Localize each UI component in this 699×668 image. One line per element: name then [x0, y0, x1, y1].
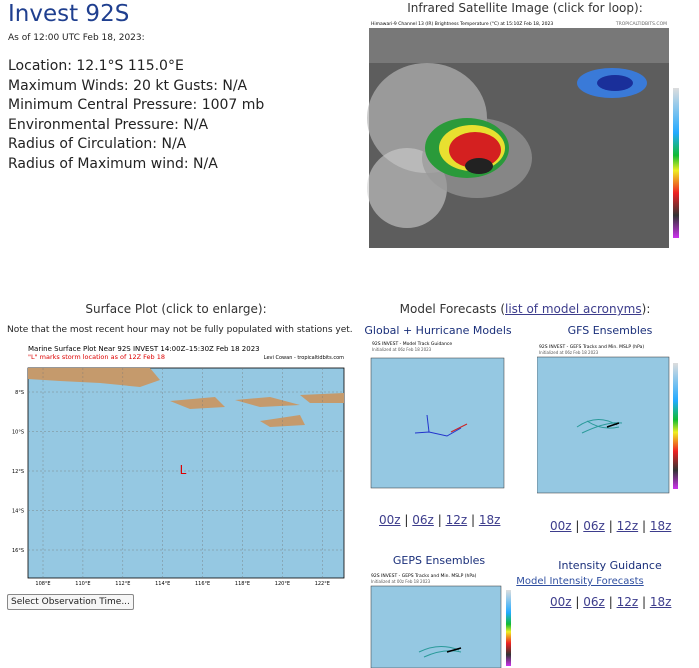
separator: | — [470, 513, 476, 527]
panel-title: GEPS Ensembles — [392, 554, 486, 567]
image-subtitle: Initialized at 06z Feb 18 2023 — [539, 350, 599, 355]
page-title: Invest 92S — [8, 1, 130, 27]
acronyms-link[interactable]: list of model acronyms — [505, 302, 642, 316]
lat-label: 14°S — [12, 509, 24, 515]
lon-label: 120°E — [275, 581, 290, 587]
run-link[interactable]: 12z — [616, 519, 639, 533]
lon-label: 112°E — [115, 581, 130, 587]
lon-label: 108°E — [35, 581, 50, 587]
run-link[interactable]: 06z — [583, 595, 605, 609]
run-link[interactable]: 12z — [445, 513, 468, 527]
satellite-image-title: Himawari-9 Channel 13 (IR) Brightness Te… — [371, 21, 553, 27]
run-link[interactable]: 12z — [616, 595, 639, 609]
image-subtitle: Initialized at 00z Feb 18 2023 — [371, 579, 431, 584]
global-image[interactable]: 92S INVEST - Model Track Guidance Initia… — [369, 340, 506, 498]
map-title: Marine Surface Plot Near 92S INVEST 14:0… — [28, 345, 260, 353]
lat-label: 10°S — [12, 430, 24, 436]
intensity-link-wrap: Model Intensity Forecasts — [516, 576, 643, 587]
heading-text: Model Forecasts ( — [399, 302, 506, 316]
surface-note: Note that the most recent hour may not b… — [7, 325, 353, 335]
lon-label: 114°E — [155, 581, 170, 587]
lon-label: 116°E — [195, 581, 210, 587]
separator: | — [641, 519, 647, 533]
info-line: Maximum Winds: 20 kt Gusts: N/A — [8, 78, 248, 94]
image-title: 92S INVEST - Model Track Guidance — [372, 341, 452, 347]
info-line: Radius of Maximum wind: N/A — [8, 156, 218, 172]
panel-title: GFS Ensembles — [567, 324, 653, 337]
separator: | — [575, 595, 580, 609]
info-line: Minimum Central Pressure: 1007 mb — [8, 97, 265, 113]
separator: | — [575, 519, 580, 533]
observation-select[interactable]: Select Observation Time... — [7, 594, 134, 610]
info-line: Environmental Pressure: N/A — [8, 117, 209, 133]
geps-image[interactable]: 92S INVEST - GEPS Tracks and Min. MSLP (… — [369, 572, 516, 668]
run-link[interactable]: 00z — [550, 595, 572, 609]
lon-label: 118°E — [235, 581, 250, 587]
link-row: 00z | 06z | 12z | 18z — [550, 519, 671, 533]
map-subtitle: "L" marks storm location as of 12Z Feb 1… — [28, 353, 165, 361]
storm-marker: L — [180, 463, 187, 477]
models-heading: Model Forecasts (list of model acronyms)… — [400, 302, 651, 316]
surface-heading: Surface Plot (click to enlarge): — [85, 302, 267, 316]
link-row: 00z | 06z | 12z | 18z — [550, 595, 671, 609]
satellite-heading: Infrared Satellite Image (click for loop… — [407, 1, 643, 15]
heading-text: ): — [641, 302, 651, 316]
run-link[interactable]: 18z — [649, 595, 672, 609]
separator: | — [608, 595, 613, 609]
separator: | — [404, 513, 409, 527]
run-link[interactable]: 00z — [550, 519, 572, 533]
panel-title: Global + Hurricane Models — [364, 324, 512, 337]
satellite-credit: TROPICALTIDBITS.COM — [615, 21, 667, 27]
intensity-link[interactable]: Model Intensity Forecasts — [516, 576, 644, 587]
lon-label: 122°E — [315, 581, 330, 587]
run-link[interactable]: 06z — [583, 519, 605, 533]
image-subtitle: Initialized at 06z Feb 18 2023 — [372, 347, 432, 352]
lat-label: 16°S — [12, 548, 24, 554]
image-title: 92S INVEST - GEFS Tracks and Min. MSLP (… — [539, 344, 644, 350]
panel-title: Intensity Guidance — [558, 559, 662, 572]
run-link[interactable]: 06z — [412, 513, 434, 527]
separator: | — [608, 519, 613, 533]
lon-label: 110°E — [75, 581, 90, 587]
map-credit: Levi Cowan - tropicaltidbits.com — [264, 355, 344, 361]
info-line: Radius of Circulation: N/A — [8, 136, 187, 152]
image-title: 92S INVEST - GEPS Tracks and Min. MSLP (… — [371, 573, 477, 579]
surface-map[interactable]: Marine Surface Plot Near 92S INVEST 14:0… — [0, 345, 350, 593]
separator: | — [641, 595, 647, 609]
gfs-image[interactable]: 92S INVEST - GEFS Tracks and Min. MSLP (… — [537, 343, 683, 496]
info-line: Location: 12.1°S 115.0°E — [8, 58, 184, 74]
lat-label: 8°S — [15, 390, 24, 396]
run-link[interactable]: 18z — [649, 519, 672, 533]
separator: | — [437, 513, 442, 527]
run-link[interactable]: 00z — [379, 513, 401, 527]
satellite-image[interactable]: Himawari-9 Channel 13 (IR) Brightness Te… — [367, 18, 683, 258]
lat-label: 12°S — [12, 469, 24, 475]
link-row: 00z | 06z | 12z | 18z — [379, 513, 500, 527]
as-of: As of 12:00 UTC Feb 18, 2023: — [8, 33, 145, 43]
run-link[interactable]: 18z — [478, 513, 501, 527]
